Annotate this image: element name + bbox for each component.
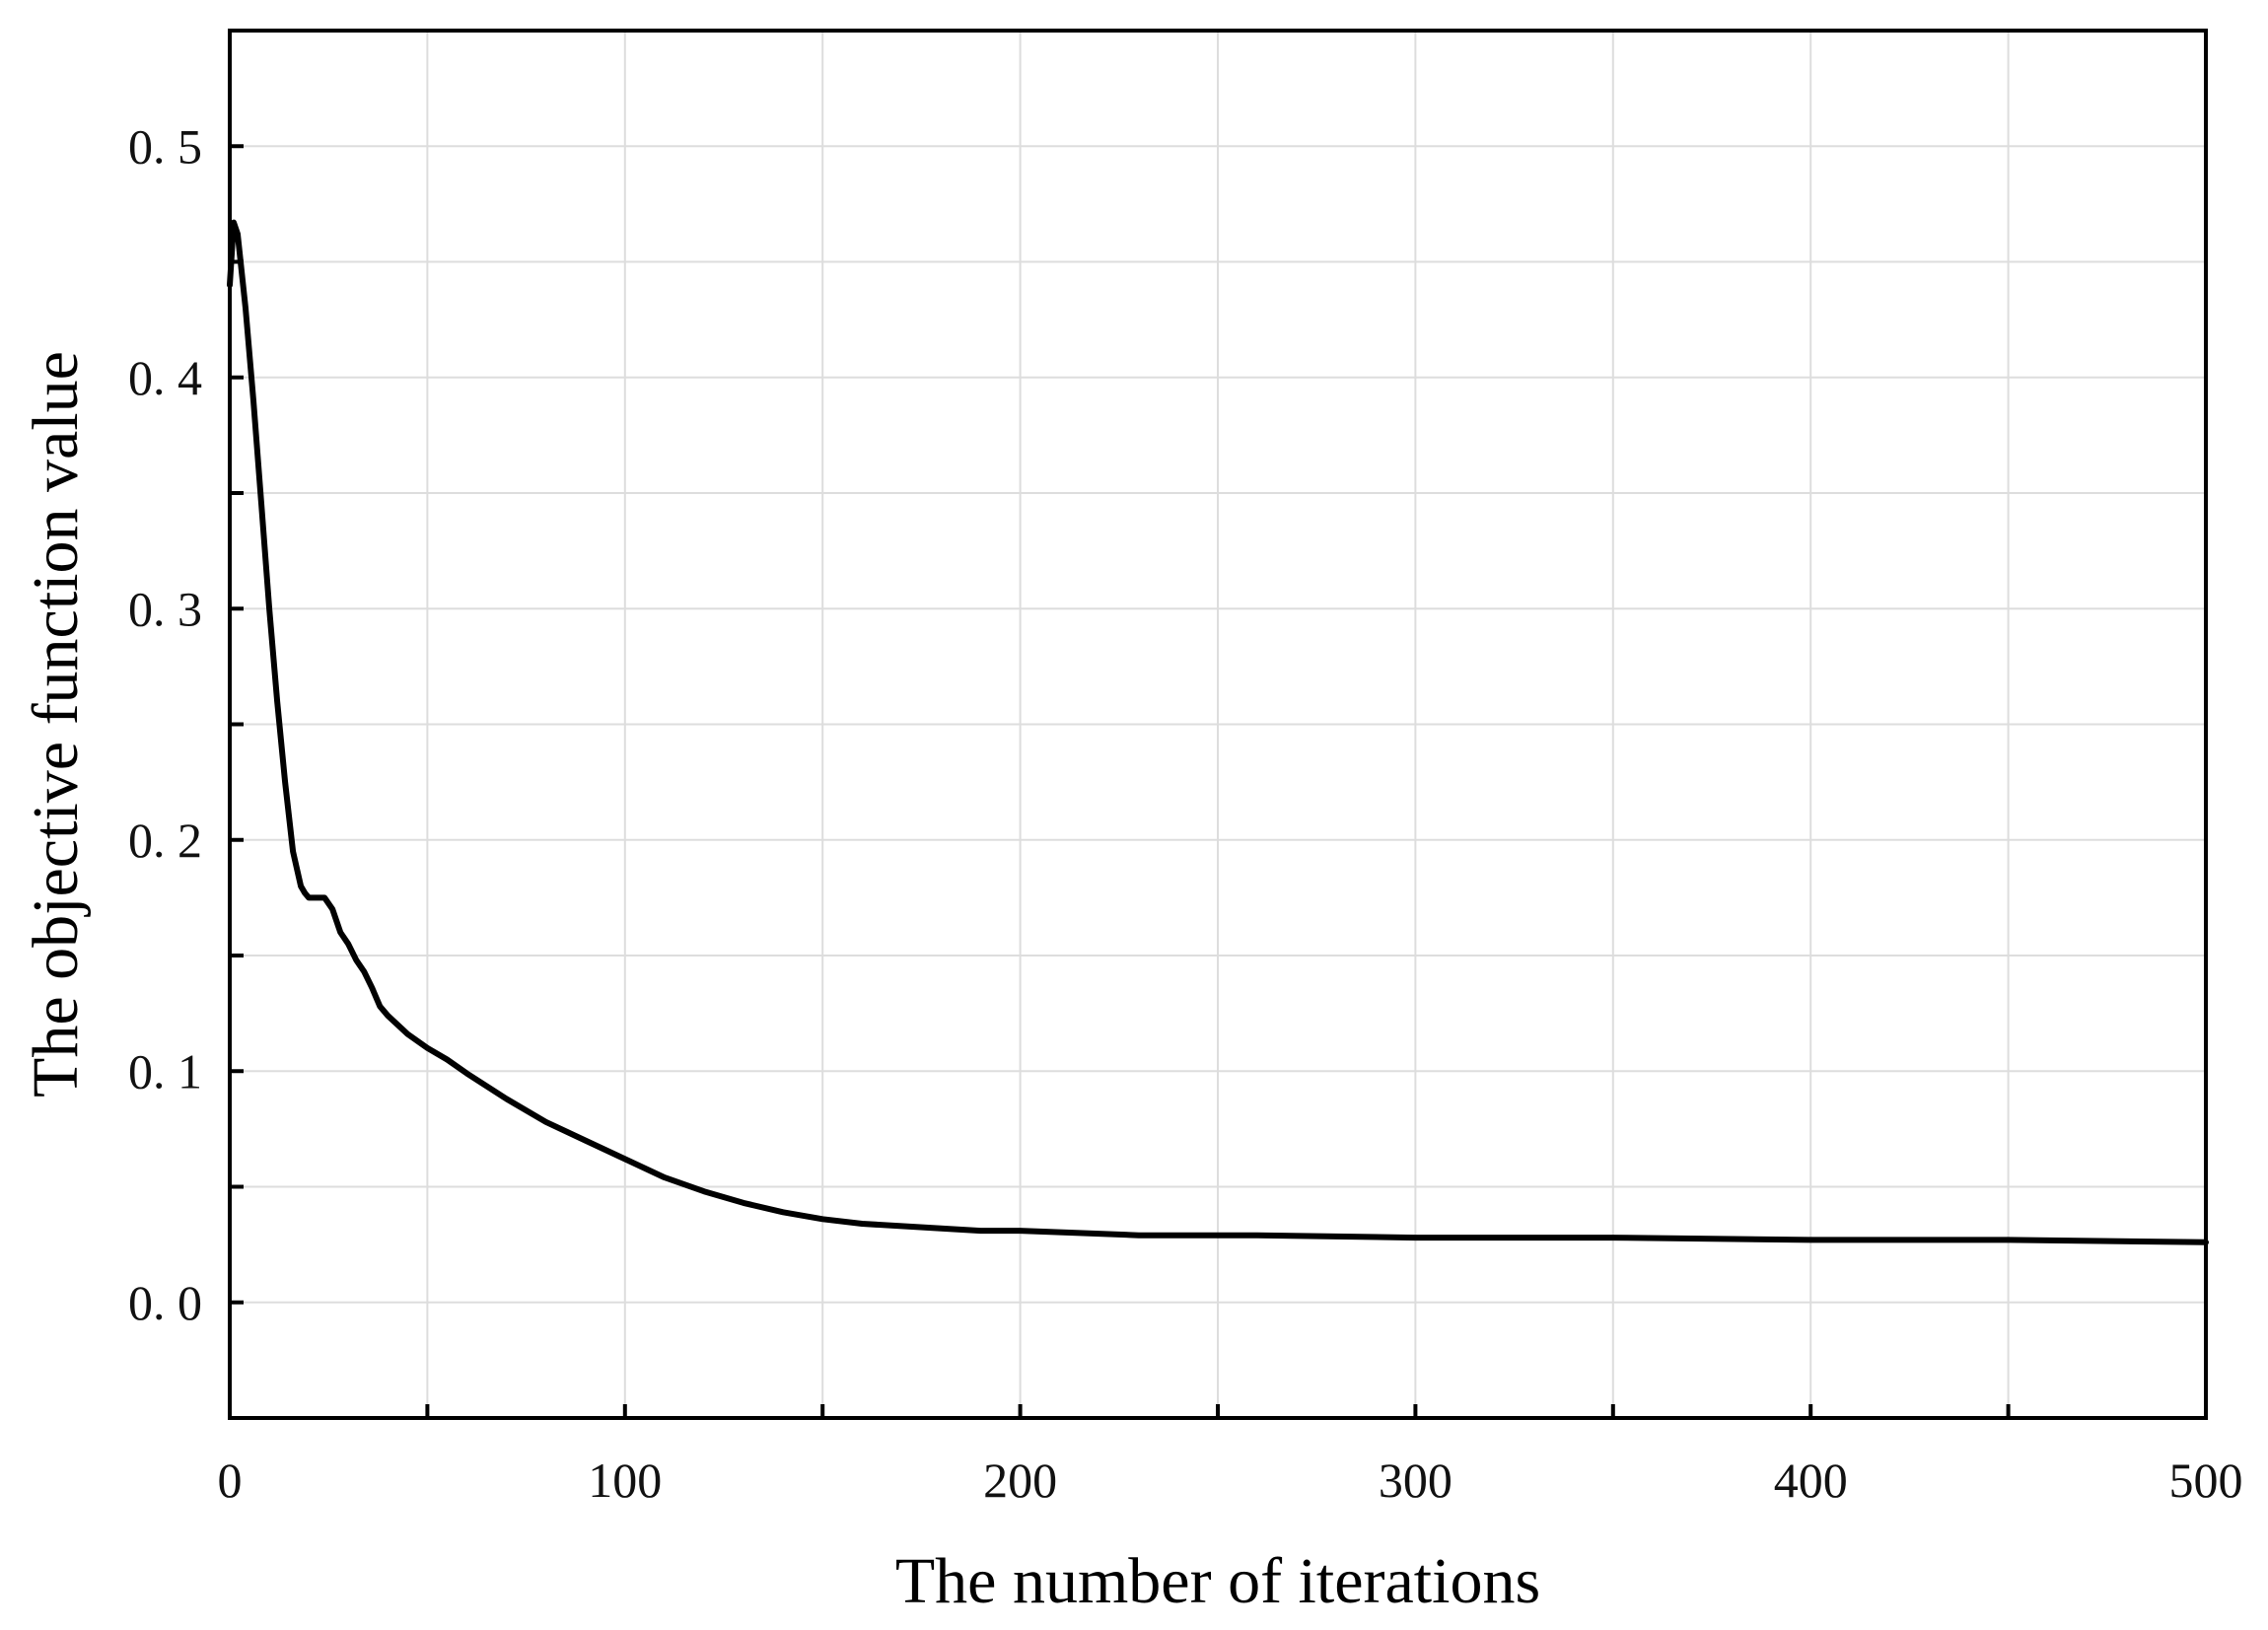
- y-tick-label: 0. 2: [128, 813, 202, 868]
- y-tick-label: 0. 4: [128, 350, 202, 405]
- axis-ticks: [228, 144, 2208, 1418]
- tick-labels: 0 100 200 300 400 500 0. 0 0. 1 0. 2 0. 3 0. 4 0. 5: [128, 118, 2243, 1508]
- x-tick-label: 300: [1379, 1453, 1453, 1508]
- grid-lines: [230, 31, 2206, 1418]
- x-tick-label: 200: [983, 1453, 1057, 1508]
- y-axis-label: The objective function value: [20, 351, 92, 1098]
- series-layer: [227, 219, 2209, 1245]
- y-tick-label: 0. 1: [128, 1043, 202, 1098]
- x-axis-label: The number of iterations: [895, 1545, 1540, 1617]
- x-tick-label: 100: [588, 1453, 662, 1508]
- x-tick-label: 0: [218, 1453, 243, 1508]
- y-tick-label: 0. 3: [128, 581, 202, 636]
- y-tick-label: 0. 5: [128, 118, 202, 174]
- x-tick-label: 500: [2169, 1453, 2243, 1508]
- y-tick-label: 0. 0: [128, 1275, 202, 1330]
- series-line: [227, 219, 2209, 1245]
- x-tick-label: 400: [1774, 1453, 1848, 1508]
